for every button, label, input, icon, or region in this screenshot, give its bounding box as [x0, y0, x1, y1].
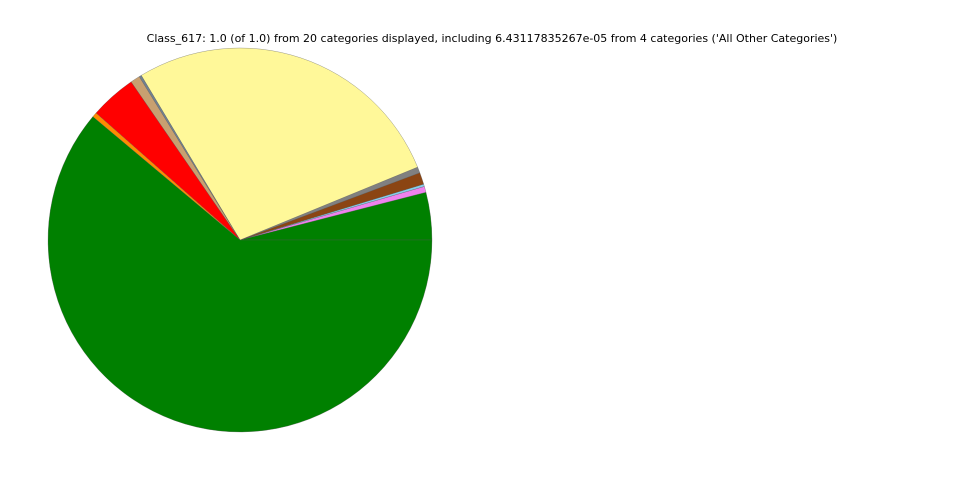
pie-slice: [47, 116, 433, 433]
pie: [47, 47, 433, 433]
pie-slice: [141, 47, 418, 241]
chart-title: Class_617: 1.0 (of 1.0) from 20 categori…: [147, 32, 838, 45]
